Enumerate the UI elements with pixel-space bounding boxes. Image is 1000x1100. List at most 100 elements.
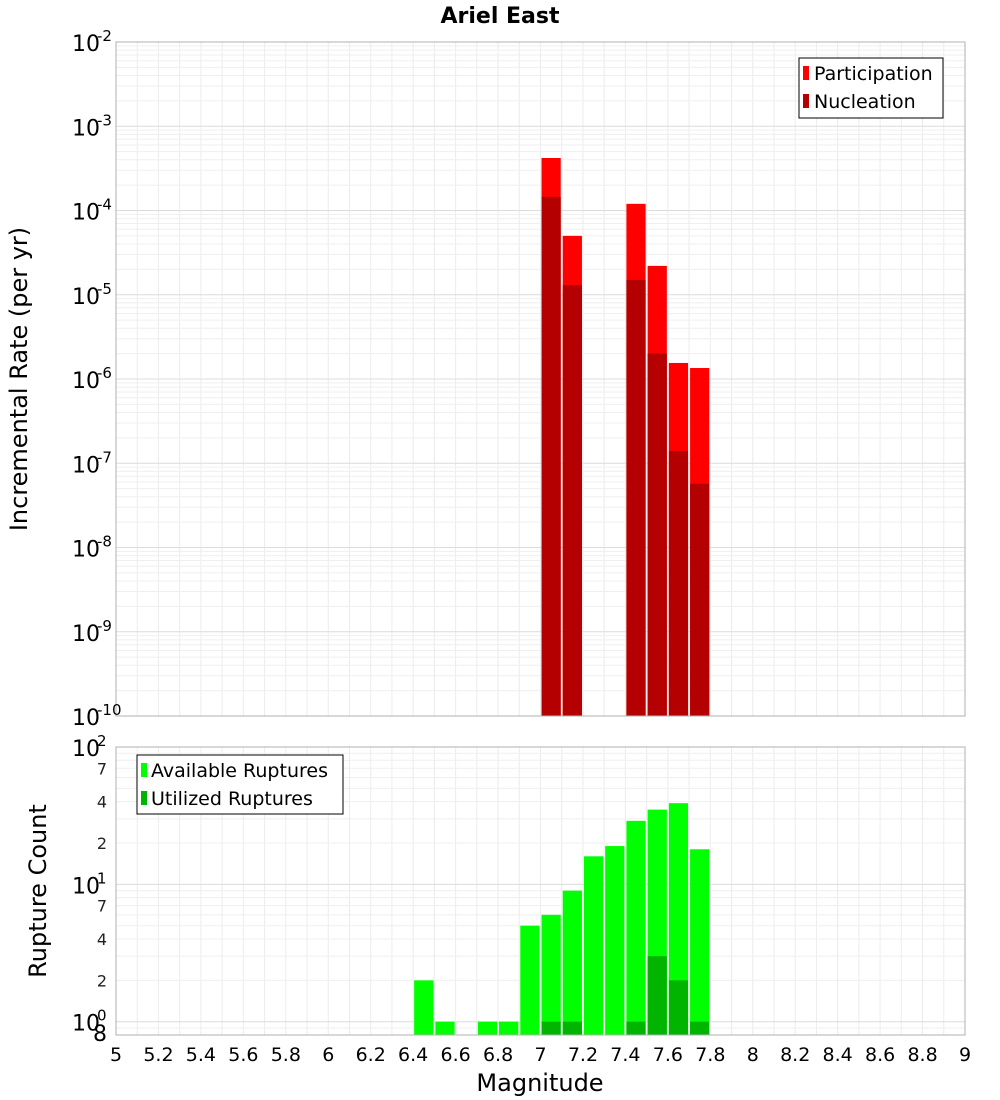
x-tick-label: 5.6 (228, 1044, 258, 1066)
bottom-plot-border (115, 746, 966, 1036)
bottom-available-ruptures-bar (477, 1021, 498, 1035)
bottom-utilized-ruptures-bar (690, 1021, 710, 1035)
bottom-y-minor-tick-label: 4 (97, 930, 107, 949)
x-axis-title: Magnitude (476, 1069, 603, 1097)
bottom-y-minor-tick-label: 2 (97, 971, 107, 990)
bottom-available-ruptures-bar (520, 925, 540, 1035)
bottom-available-ruptures-bar (583, 856, 604, 1035)
legend-nucleation-swatch (803, 94, 809, 108)
x-tick-label: 5.2 (143, 1044, 173, 1066)
bottom-available-ruptures-bar (562, 890, 582, 1035)
legend-available-swatch (141, 763, 147, 777)
x-tick-label: 7.4 (610, 1044, 640, 1066)
bottom-y-tick-label: 10 (72, 874, 100, 899)
top-nucleation-bar (690, 483, 710, 716)
x-tick-label: 5.8 (271, 1044, 301, 1066)
x-tick-label: 6.2 (356, 1044, 386, 1066)
x-tick-label: 8.4 (823, 1044, 853, 1066)
top-nucleation-bar (626, 279, 646, 716)
top-y-tick-label: 10 (72, 32, 100, 57)
top-y-tick-exponent: -10 (97, 701, 122, 719)
top-grid (115, 42, 966, 717)
top-legend-box (798, 57, 944, 119)
bottom-available-ruptures-bar (414, 980, 434, 1035)
bottom-legend-box (136, 754, 344, 815)
top-y-tick-label: 10 (72, 706, 100, 731)
top-y-tick-label: 10 (72, 116, 100, 141)
x-tick-label: 8.6 (865, 1044, 895, 1066)
x-tick-label: 5 (110, 1044, 122, 1066)
bottom-available-ruptures-bar (435, 1021, 455, 1035)
legend-utilized-swatch (141, 791, 147, 805)
legend-available-label: Available Ruptures (151, 760, 328, 782)
x-tick-label: 6.8 (483, 1044, 513, 1066)
bottom-y-tick-exponent: 2 (97, 732, 107, 750)
bottom-utilized-ruptures-bar (541, 1021, 561, 1035)
bottom-available-ruptures-bar (626, 820, 646, 1035)
top-y-tick-label: 10 (72, 285, 100, 310)
top-bars (541, 157, 710, 717)
bottom-available-ruptures-bar (605, 846, 625, 1035)
top-y-tick-label: 10 (72, 453, 100, 478)
x-tick-label: 6.4 (398, 1044, 428, 1066)
legend-nucleation-label: Nucleation (814, 91, 916, 113)
bottom-y-tick-label: 10 (72, 1012, 100, 1037)
top-nucleation-bar (562, 285, 582, 716)
legend-utilized-label: Utilized Ruptures (151, 788, 313, 810)
bottom-available-ruptures-bar (541, 914, 561, 1035)
top-y-tick-label: 10 (72, 201, 100, 226)
bottom-y-tick-exponent: 0 (97, 1007, 107, 1025)
bottom-utilized-ruptures-bar (647, 956, 667, 1035)
bottom-available-ruptures-bar (668, 803, 689, 1035)
bottom-available-ruptures-bar (690, 849, 710, 1035)
x-tick-label: 7.6 (653, 1044, 683, 1066)
chart-title: Ariel East (440, 4, 560, 29)
bottom-y-tick-label: 10 (72, 737, 100, 762)
bottom-utilized-ruptures-bar (626, 1021, 646, 1035)
top-y-tick-exponent: -8 (97, 533, 112, 551)
bottom-y-minor-tick-label: 7 (97, 759, 107, 778)
top-y-tick-exponent: -5 (97, 280, 112, 298)
top-y-tick-exponent: -4 (97, 196, 112, 214)
top-y-tick-label: 10 (72, 622, 100, 647)
top-nucleation-bar (668, 450, 689, 716)
top-plot-border (115, 41, 966, 717)
bottom-legend: Available Ruptures Utilized Ruptures (136, 754, 344, 815)
legend-participation-label: Participation (814, 63, 933, 85)
x-tick-label: 6.6 (440, 1044, 470, 1066)
top-nucleation-bar (541, 196, 561, 717)
top-legend: Participation Nucleation (798, 57, 944, 119)
x-tick-label: 7.2 (568, 1044, 598, 1066)
bottom-y-minor-tick-label: 2 (97, 834, 107, 853)
bottom-y-minor-tick-label: 8 (93, 1022, 107, 1047)
bottom-y-minor-tick-label: 7 (97, 897, 107, 916)
x-tick-label: 7 (534, 1044, 546, 1066)
bottom-utilized-ruptures-bar (562, 1021, 582, 1035)
x-tick-labels: 5 5.2 5.4 5.6 5.8 6 6.2 6.4 6.6 6.8 7 7.2 7.4 7.6 7.8 8… (110, 1044, 971, 1066)
x-tick-label: 9 (959, 1044, 971, 1066)
x-tick-label: 6 (322, 1044, 334, 1066)
x-tick-label: 8.2 (780, 1044, 810, 1066)
bottom-available-ruptures-bar (499, 1021, 519, 1035)
top-y-tick-exponent: -9 (97, 617, 112, 635)
legend-participation-swatch (803, 66, 809, 80)
top-y-tick-label: 10 (72, 538, 100, 563)
bottom-y-tick-exponent: 1 (97, 869, 107, 887)
top-y-tick-exponent: -7 (97, 448, 112, 466)
x-tick-label: 8.8 (907, 1044, 937, 1066)
bottom-bars (414, 803, 710, 1035)
bottom-y-axis-title: Rupture Count (24, 804, 52, 978)
top-y-tick-exponent: -3 (97, 111, 112, 129)
x-tick-label: 8 (747, 1044, 759, 1066)
top-y-tick-exponent: -2 (97, 27, 112, 45)
top-y-tick-label: 10 (72, 369, 100, 394)
x-tick-label: 7.8 (695, 1044, 725, 1066)
top-nucleation-bar (647, 353, 667, 716)
bottom-y-minor-tick-label: 4 (97, 793, 107, 812)
top-y-axis-title: Incremental Rate (per yr) (5, 227, 33, 531)
